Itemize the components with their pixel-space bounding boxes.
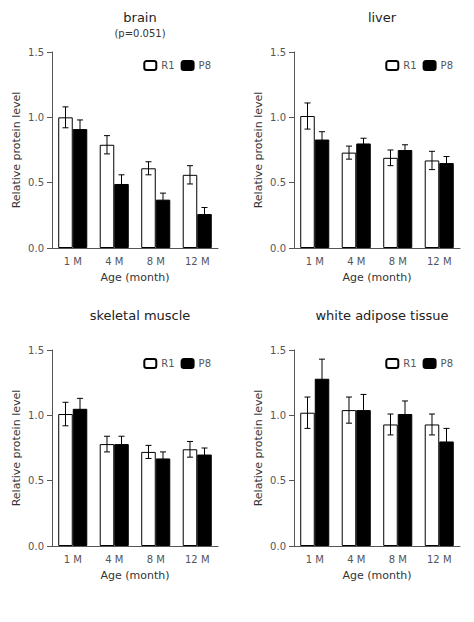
svg-text:white adipose tissue: white adipose tissue (315, 308, 448, 323)
svg-text:0.5: 0.5 (270, 475, 286, 486)
svg-text:1.0: 1.0 (28, 112, 44, 123)
svg-text:1 M: 1 M (306, 256, 324, 267)
svg-text:R1: R1 (161, 358, 174, 369)
svg-text:1.0: 1.0 (270, 410, 286, 421)
svg-text:1.5: 1.5 (270, 345, 286, 356)
svg-text:P8: P8 (199, 358, 211, 369)
svg-text:1 M: 1 M (64, 554, 82, 565)
svg-text:Relative protein level: Relative protein level (10, 92, 23, 209)
svg-text:0.0: 0.0 (270, 243, 286, 254)
svg-text:12 M: 12 M (427, 554, 452, 565)
svg-text:P8: P8 (199, 60, 211, 71)
svg-text:1.5: 1.5 (28, 47, 44, 58)
svg-text:brain: brain (123, 10, 156, 25)
svg-text:Age (month): Age (month) (342, 569, 411, 582)
svg-text:1 M: 1 M (64, 256, 82, 267)
svg-text:0.0: 0.0 (270, 541, 286, 552)
svg-text:0.5: 0.5 (28, 475, 44, 486)
svg-text:(p=0.051): (p=0.051) (114, 28, 165, 39)
svg-text:12 M: 12 M (427, 256, 452, 267)
svg-text:4 M: 4 M (347, 554, 365, 565)
svg-text:1.5: 1.5 (270, 47, 286, 58)
svg-text:P8: P8 (441, 60, 453, 71)
svg-text:4 M: 4 M (347, 256, 365, 267)
svg-text:12 M: 12 M (185, 554, 210, 565)
svg-text:Relative protein level: Relative protein level (252, 390, 265, 507)
svg-text:0.0: 0.0 (28, 243, 44, 254)
svg-text:P8: P8 (441, 358, 453, 369)
svg-text:12 M: 12 M (185, 256, 210, 267)
svg-text:R1: R1 (403, 358, 416, 369)
svg-text:liver: liver (368, 10, 397, 25)
svg-text:8 M: 8 M (389, 256, 407, 267)
svg-text:1.0: 1.0 (28, 410, 44, 421)
svg-text:R1: R1 (161, 60, 174, 71)
svg-text:4 M: 4 M (105, 554, 123, 565)
svg-text:Age (month): Age (month) (342, 271, 411, 284)
svg-text:8 M: 8 M (147, 554, 165, 565)
svg-text:1.0: 1.0 (270, 112, 286, 123)
svg-text:skeletal muscle: skeletal muscle (90, 308, 191, 323)
svg-text:1.5: 1.5 (28, 345, 44, 356)
svg-text:1 M: 1 M (306, 554, 324, 565)
svg-text:Relative protein level: Relative protein level (10, 390, 23, 507)
svg-text:Age (month): Age (month) (100, 271, 169, 284)
svg-text:8 M: 8 M (147, 256, 165, 267)
svg-text:0.0: 0.0 (28, 541, 44, 552)
svg-text:Age (month): Age (month) (100, 569, 169, 582)
svg-text:8 M: 8 M (389, 554, 407, 565)
svg-text:R1: R1 (403, 60, 416, 71)
svg-text:0.5: 0.5 (28, 177, 44, 188)
svg-text:4 M: 4 M (105, 256, 123, 267)
svg-text:Relative protein level: Relative protein level (252, 92, 265, 209)
svg-text:0.5: 0.5 (270, 177, 286, 188)
